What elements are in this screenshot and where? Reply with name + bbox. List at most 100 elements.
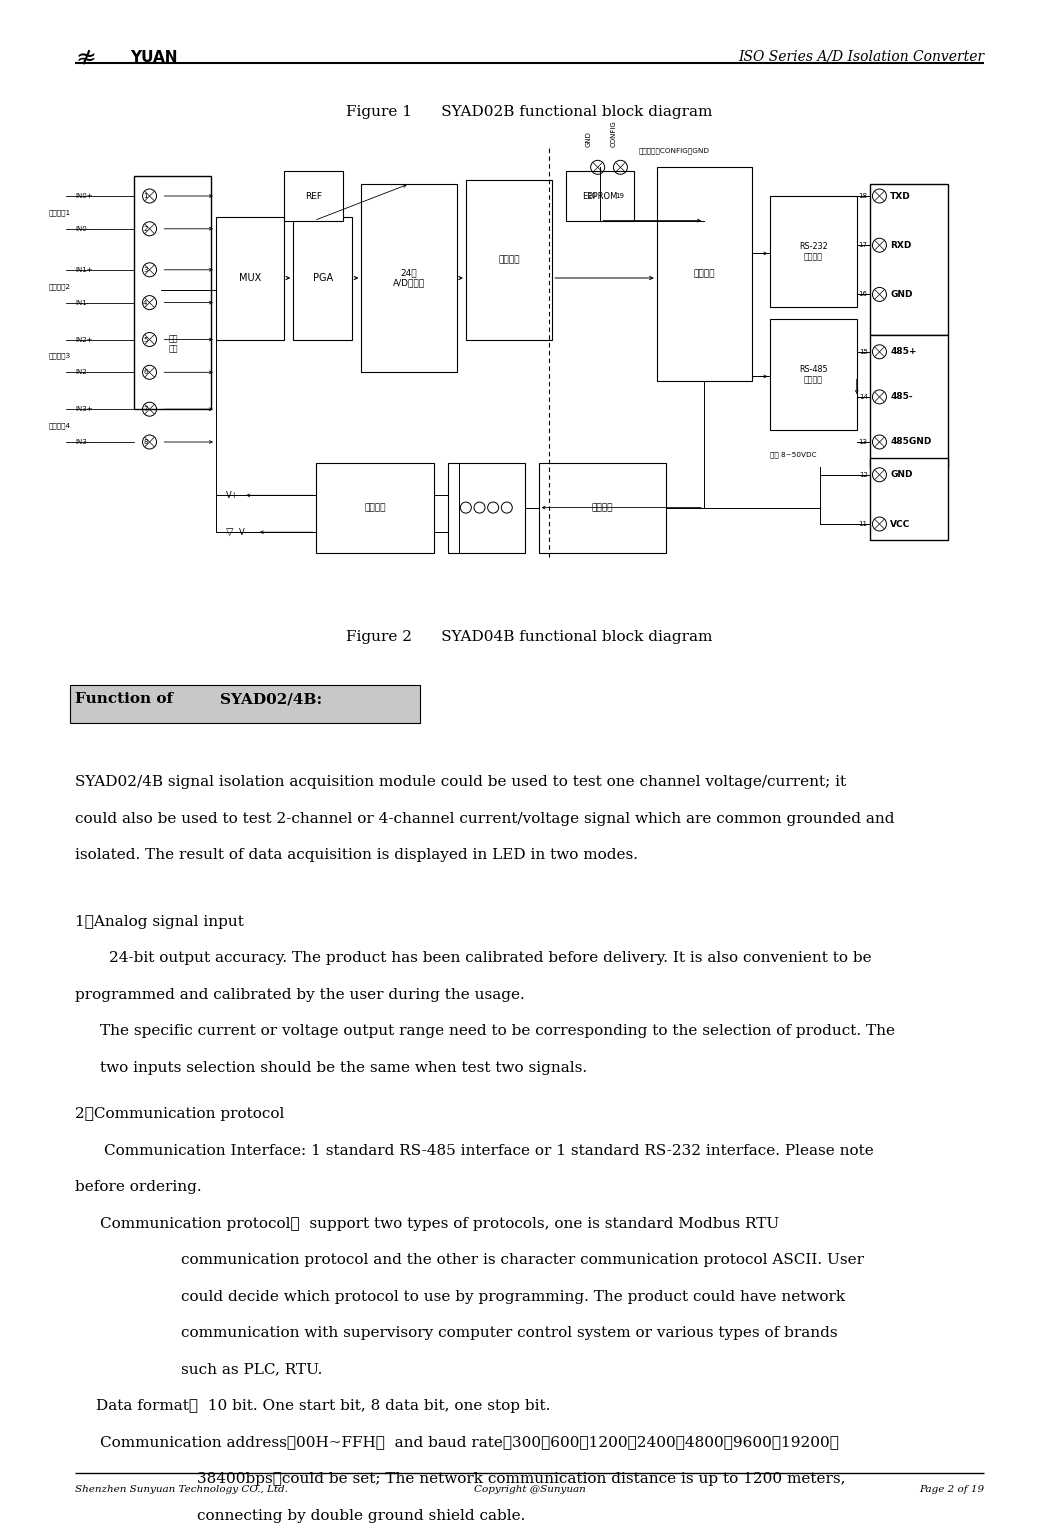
Text: 配置时短接CONFIG到GND: 配置时短接CONFIG到GND [639, 148, 710, 154]
Text: Shenzhen Sunyuan Technology CO., Ltd.: Shenzhen Sunyuan Technology CO., Ltd. [75, 1485, 288, 1494]
Text: TXD: TXD [891, 191, 911, 200]
Text: IN2+: IN2+ [75, 336, 92, 342]
Text: 19: 19 [615, 193, 624, 199]
Text: two inputs selection should be the same when test two signals.: two inputs selection should be the same … [100, 1060, 587, 1074]
Text: 1: 1 [143, 193, 147, 199]
Text: PGA: PGA [312, 274, 333, 283]
Text: EEPROM: EEPROM [582, 191, 617, 200]
Text: RS-485
接口电路: RS-485 接口电路 [800, 365, 828, 384]
Text: Communication protocol：  support two types of protocols, one is standard Modbus : Communication protocol： support two type… [100, 1216, 779, 1230]
Text: communication with supervisory computer control system or various types of brand: communication with supervisory computer … [181, 1326, 838, 1340]
Text: 38400bps）could be set; The network communication distance is up to 1200 meters,: 38400bps）could be set; The network commu… [197, 1471, 845, 1487]
Text: IN1-: IN1- [75, 299, 89, 306]
Text: ▽: ▽ [226, 527, 233, 538]
Text: 2、Communication protocol: 2、Communication protocol [75, 1106, 285, 1122]
Text: 24位
A/D转换器: 24位 A/D转换器 [393, 269, 425, 287]
Text: isolated. The result of data acquisition is displayed in LED in two modes.: isolated. The result of data acquisition… [75, 848, 638, 862]
Text: 12: 12 [859, 472, 867, 478]
Text: 485+: 485+ [891, 347, 917, 356]
Text: 11: 11 [859, 521, 867, 527]
Bar [870, 458, 948, 541]
Text: 18: 18 [859, 193, 867, 199]
Text: 17: 17 [859, 243, 867, 248]
Text: 14: 14 [859, 394, 867, 400]
Text: GND: GND [891, 290, 913, 299]
Text: 6: 6 [143, 370, 147, 376]
Text: 20: 20 [588, 193, 596, 199]
Text: 4: 4 [143, 299, 147, 306]
Bar [466, 180, 552, 339]
Text: 24-bit output accuracy. The product has been calibrated before delivery. It is a: 24-bit output accuracy. The product has … [109, 950, 872, 966]
Text: RS-232
接口电路: RS-232 接口电路 [800, 241, 828, 261]
Text: 隔离电路: 隔离电路 [499, 255, 520, 264]
Text: 输入通道4: 输入通道4 [49, 422, 71, 429]
Text: programmed and calibrated by the user during the usage.: programmed and calibrated by the user du… [75, 987, 525, 1001]
Text: V-: V- [238, 527, 247, 536]
Text: VCC: VCC [891, 520, 911, 529]
FancyBboxPatch shape [70, 685, 420, 723]
Text: 输入通道3: 输入通道3 [49, 353, 71, 359]
Text: 电源 8~50VDC: 电源 8~50VDC [770, 451, 816, 457]
Text: could also be used to test 2-channel or 4-channel current/voltage signal which a: could also be used to test 2-channel or … [75, 811, 895, 825]
Bar [448, 463, 525, 553]
Text: 16: 16 [859, 292, 867, 298]
Text: GND: GND [891, 471, 913, 480]
Text: 5: 5 [143, 336, 147, 342]
Text: IN1+: IN1+ [75, 267, 92, 274]
Bar [870, 336, 948, 466]
Text: 输入
电路: 输入 电路 [168, 335, 178, 353]
Text: IN0+: IN0+ [75, 193, 92, 199]
Text: IN0-: IN0- [75, 226, 89, 232]
Bar [566, 171, 634, 220]
Text: 微处理器: 微处理器 [694, 269, 715, 278]
Text: Communication address（00H~FFH）  and baud rate（300、600、1200、2400、4800、9600　19200、: Communication address（00H~FFH） and baud … [100, 1435, 839, 1450]
Text: Figure 2      SYAD04B functional block diagram: Figure 2 SYAD04B functional block diagra… [346, 630, 713, 643]
Bar [770, 319, 857, 429]
Text: Data format：  10 bit. One start bit, 8 data bit, one stop bit.: Data format： 10 bit. One start bit, 8 da… [96, 1400, 551, 1413]
Text: 7: 7 [143, 406, 147, 413]
Bar [657, 167, 752, 380]
Text: REF: REF [305, 191, 322, 200]
Bar [293, 217, 353, 339]
Text: 2: 2 [143, 226, 147, 232]
Text: before ordering.: before ordering. [75, 1180, 201, 1193]
Text: Function of: Function of [75, 692, 173, 706]
Text: 电源电路: 电源电路 [592, 503, 613, 512]
Text: 485-: 485- [891, 393, 913, 402]
Text: ≉: ≉ [75, 44, 96, 69]
Text: CONFIG: CONFIG [610, 121, 616, 147]
Text: 3: 3 [143, 267, 147, 274]
Bar [361, 183, 456, 373]
Bar [539, 463, 666, 553]
Text: such as PLC, RTU.: such as PLC, RTU. [181, 1363, 323, 1377]
Text: IN3-: IN3- [75, 439, 89, 445]
Text: SYAD02/4B:: SYAD02/4B: [220, 692, 322, 706]
Bar [316, 463, 434, 553]
Bar [870, 183, 948, 336]
Text: ISO Series A/D Isolation Converter: ISO Series A/D Isolation Converter [738, 50, 984, 64]
Text: SYAD02/4B signal isolation acquisition module could be used to test one channel : SYAD02/4B signal isolation acquisition m… [75, 775, 846, 788]
Text: The specific current or voltage output range need to be corresponding to the sel: The specific current or voltage output r… [100, 1024, 895, 1038]
Text: Page 2 of 19: Page 2 of 19 [919, 1485, 984, 1494]
Text: 输入通道1: 输入通道1 [49, 209, 71, 215]
Text: MUX: MUX [239, 274, 262, 283]
Bar [770, 196, 857, 307]
Text: RXD: RXD [891, 241, 912, 249]
Text: 滤波电路: 滤波电路 [364, 503, 385, 512]
Text: 15: 15 [859, 348, 867, 354]
Text: IN3+: IN3+ [75, 406, 92, 413]
Text: V+: V+ [226, 490, 238, 500]
Text: Copyright @Sunyuan: Copyright @Sunyuan [473, 1485, 586, 1494]
Text: 485GND: 485GND [891, 437, 932, 446]
Bar [134, 176, 212, 410]
Text: Communication Interface: 1 standard RS-485 interface or 1 standard RS-232 interf: Communication Interface: 1 standard RS-4… [104, 1143, 874, 1158]
Text: YUAN: YUAN [130, 50, 178, 66]
Text: could decide which protocol to use by programming. The product could have networ: could decide which protocol to use by pr… [181, 1290, 845, 1303]
Text: communication protocol and the other is character communication protocol ASCII. : communication protocol and the other is … [181, 1253, 864, 1267]
Text: 1、Analog signal input: 1、Analog signal input [75, 914, 244, 929]
Text: IN2-: IN2- [75, 370, 89, 376]
Text: 13: 13 [859, 439, 867, 445]
Text: connecting by double ground shield cable.: connecting by double ground shield cable… [197, 1508, 525, 1522]
Text: Figure 1      SYAD02B functional block diagram: Figure 1 SYAD02B functional block diagra… [346, 105, 713, 119]
Text: GND: GND [586, 131, 592, 147]
